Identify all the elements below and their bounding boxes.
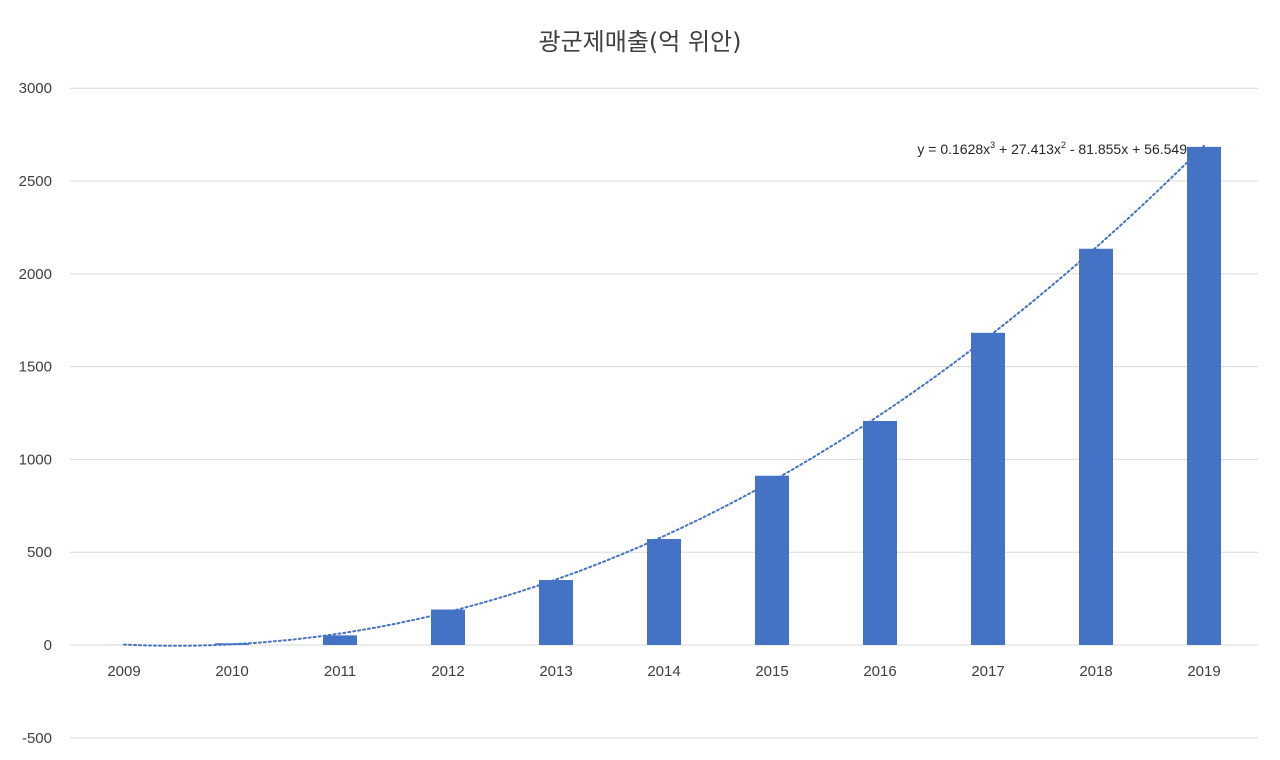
- bar-2011: [323, 635, 357, 645]
- bar-2013: [539, 580, 573, 645]
- x-tick-label: 2009: [107, 663, 140, 680]
- x-tick-label: 2011: [324, 663, 356, 680]
- bar-2019: [1187, 146, 1221, 645]
- equation-exponent-2: 2: [1061, 140, 1066, 150]
- y-tick-label: 2000: [19, 266, 52, 283]
- equation-suffix: - 81.855x + 56.549: [1066, 141, 1187, 157]
- equation-prefix: y = 0.1628x: [917, 141, 990, 157]
- bar-2018: [1079, 248, 1113, 645]
- x-axis-tick-labels: 2009 2010 2011 2012 2013 2014 2015 2016 2017 2018…: [107, 663, 1220, 680]
- x-tick-label: 2013: [539, 663, 572, 680]
- y-tick-label: 1500: [19, 359, 52, 376]
- x-tick-label: 2016: [863, 663, 896, 680]
- x-tick-label: 2018: [1079, 663, 1112, 680]
- y-tick-label: 3000: [19, 80, 52, 97]
- bar-2014: [647, 539, 681, 645]
- equation-middle: + 27.413x: [995, 141, 1061, 157]
- equation-exponent-3: 3: [990, 140, 995, 150]
- trendline: [123, 144, 1205, 647]
- trendline-curve: [123, 144, 1205, 647]
- x-tick-label: 2017: [971, 663, 1004, 680]
- x-tick-label: 2012: [431, 663, 464, 680]
- y-tick-label: -500: [22, 730, 52, 747]
- x-tick-label: 2019: [1187, 663, 1220, 680]
- y-tick-label: 1000: [19, 451, 52, 468]
- x-tick-label: 2015: [755, 663, 788, 680]
- x-tick-label: 2010: [215, 663, 248, 680]
- y-tick-label: 0: [44, 637, 52, 654]
- y-tick-label: 2500: [19, 173, 52, 190]
- bars: [107, 146, 1221, 645]
- x-tick-label: 2014: [647, 663, 680, 680]
- chart-title: 광군제매출(억 위안): [539, 28, 742, 56]
- bar-2010: [215, 643, 249, 645]
- y-tick-label: 500: [27, 544, 52, 561]
- trendline-equation: y = 0.1628x3 + 27.413x2 - 81.855x + 56.5…: [917, 140, 1187, 157]
- bar-2015: [755, 475, 789, 645]
- bar-2016: [863, 420, 897, 645]
- bar-2017: [971, 332, 1005, 645]
- y-axis-tick-labels: -500 0 500 1000 1500 2000 2500 3000: [19, 80, 52, 747]
